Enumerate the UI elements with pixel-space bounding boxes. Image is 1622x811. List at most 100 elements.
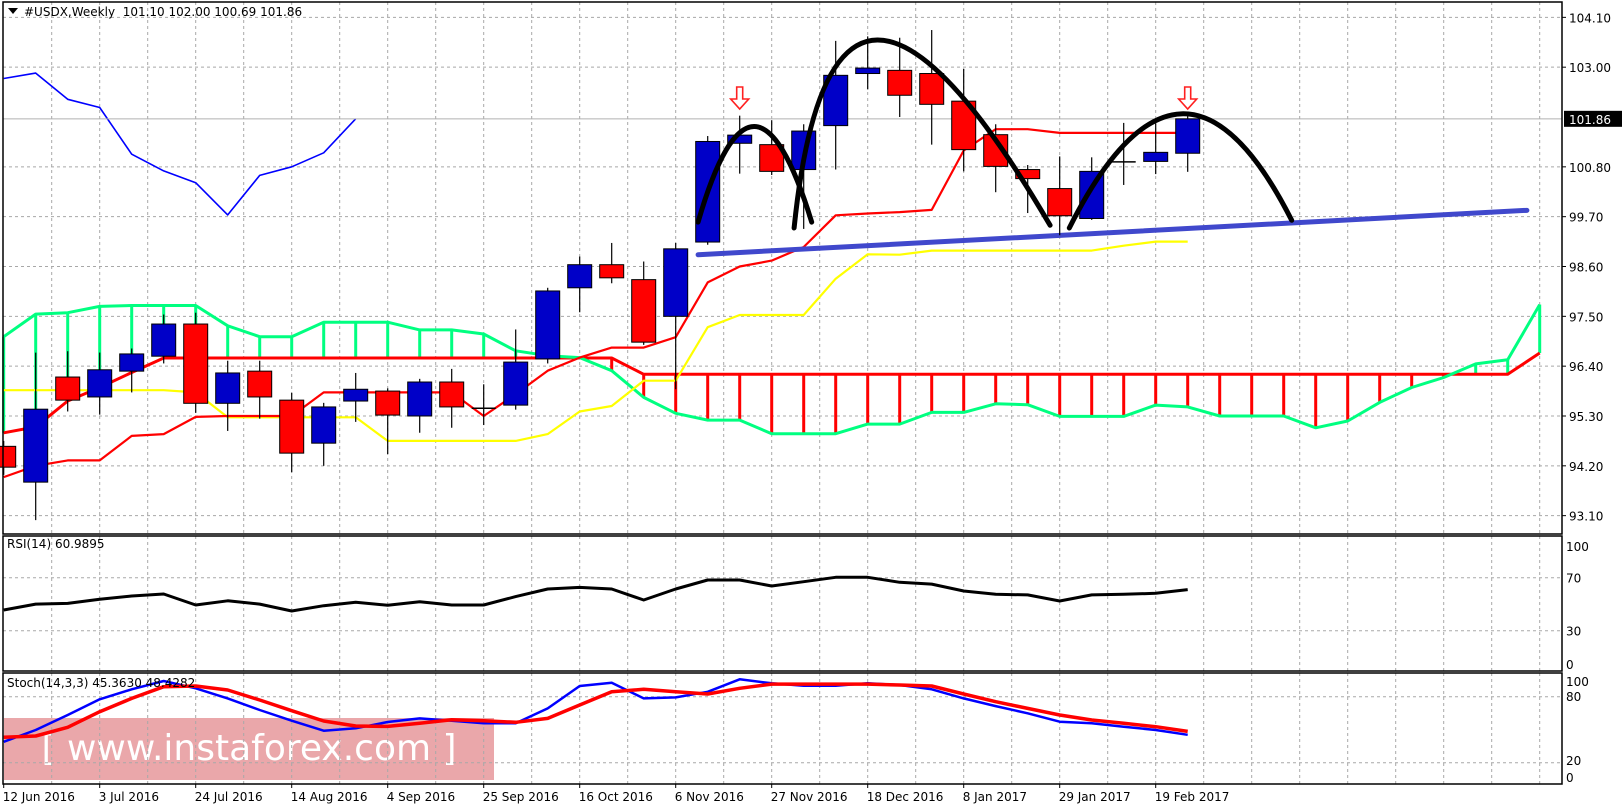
candle xyxy=(183,312,209,413)
stoch-label: Stoch(14,3,3) 45.3630 48.4282 xyxy=(7,676,196,690)
date-axis-label: 19 Feb 2017 xyxy=(1155,790,1230,804)
tenkan-line xyxy=(3,128,1188,479)
collapse-triangle-icon[interactable] xyxy=(8,8,18,14)
candle xyxy=(343,372,369,422)
symbol-label: #USDX,Weekly xyxy=(24,5,116,19)
candle-body-bear xyxy=(247,370,273,398)
candle xyxy=(1175,112,1201,172)
candle xyxy=(983,124,1009,193)
candle-body-bull xyxy=(535,290,561,360)
date-axis-label: 16 Oct 2016 xyxy=(579,790,653,804)
price-axis-label: 104.10 xyxy=(1569,11,1611,25)
candle-body-bear xyxy=(439,381,465,408)
stoch-k-line xyxy=(3,678,1188,743)
date-axis-label: 29 Jan 2017 xyxy=(1059,790,1131,804)
price-axis-label: 97.50 xyxy=(1569,310,1603,324)
candle xyxy=(119,348,145,393)
kijun-line xyxy=(3,240,1188,442)
candle-body-bull xyxy=(119,353,145,372)
price-axis-label: 95.30 xyxy=(1569,410,1603,424)
candle xyxy=(823,40,849,170)
chart-header: #USDX,Weekly 101.10 102.00 100.69 101.86 xyxy=(8,5,302,19)
rsi-panel xyxy=(2,535,1563,672)
stoch-axis-label: 20 xyxy=(1566,754,1581,768)
price-axis-label: 96.40 xyxy=(1569,360,1603,374)
candle-body-bear xyxy=(887,69,913,96)
candle xyxy=(919,30,945,145)
candle-body-bear xyxy=(279,399,305,454)
candle xyxy=(311,402,337,466)
date-axis-label: 4 Sep 2016 xyxy=(387,790,455,804)
candle xyxy=(247,360,273,419)
candle xyxy=(151,314,177,364)
date-axis-label: 8 Jan 2017 xyxy=(963,790,1027,804)
candle-body-bull xyxy=(503,361,529,406)
candle xyxy=(567,256,593,313)
candle xyxy=(855,36,881,90)
candle-body-bear xyxy=(183,323,209,404)
watermark: [ www.instaforex.com ] xyxy=(4,718,494,780)
candle-body-bull xyxy=(343,388,369,402)
rsi-axis-label: 100 xyxy=(1566,540,1589,554)
stoch-axis-label: 0 xyxy=(1566,771,1574,785)
date-axis-label: 24 Jul 2016 xyxy=(195,790,263,804)
stoch-axis-label: 100 xyxy=(1566,675,1589,689)
candle-body-bull xyxy=(855,67,881,75)
date-axis-label: 25 Sep 2016 xyxy=(483,790,559,804)
trendline xyxy=(695,207,1530,258)
candle xyxy=(439,368,465,428)
candle xyxy=(23,352,49,521)
candle xyxy=(471,384,496,426)
rsi-line xyxy=(3,575,1188,613)
candle xyxy=(1143,123,1169,175)
candle xyxy=(375,388,401,455)
rsi-axis-label: 30 xyxy=(1566,625,1581,639)
candle xyxy=(887,37,913,118)
candle xyxy=(407,378,433,433)
candle-body-bull xyxy=(663,248,689,317)
candle-body-bear xyxy=(1015,169,1041,180)
candle-body-bear xyxy=(631,279,657,343)
candle xyxy=(55,351,81,412)
pattern-arc xyxy=(1066,111,1295,231)
date-axis-label: 14 Aug 2016 xyxy=(291,790,368,804)
candle-body-bear xyxy=(759,144,785,172)
rsi-axis-label: 70 xyxy=(1566,572,1581,586)
date-axis-label: 12 Jun 2016 xyxy=(3,790,75,804)
price-panel xyxy=(2,1,1563,535)
price-axis-label: 98.60 xyxy=(1569,261,1603,275)
ohlc-values: 101.10 102.00 100.69 101.86 xyxy=(122,5,303,19)
current-price-label: 101.86 xyxy=(1569,113,1611,127)
date-axis-label: 6 Nov 2016 xyxy=(675,790,744,804)
date-axis-label: 27 Nov 2016 xyxy=(771,790,848,804)
current-price-badge xyxy=(1564,110,1622,127)
candle-body-bull xyxy=(1143,151,1169,162)
candle xyxy=(631,261,657,345)
candle-body-bull xyxy=(1175,118,1201,154)
price-axis-label: 99.70 xyxy=(1569,211,1603,225)
pattern-arc xyxy=(695,124,815,225)
price-axis-label: 94.20 xyxy=(1569,460,1603,474)
candle xyxy=(535,287,561,364)
candle xyxy=(503,329,529,410)
candle-body-bull xyxy=(151,323,177,357)
candle xyxy=(759,120,785,175)
candle xyxy=(1111,122,1136,185)
stoch-d-line xyxy=(3,682,1188,740)
candle-body-bull xyxy=(87,369,113,398)
stoch-panel xyxy=(2,672,1563,785)
candle-body-bear xyxy=(919,73,945,105)
candle-body-bear xyxy=(375,390,401,416)
senkou-span-red-line xyxy=(3,351,1541,435)
candle-body-bull xyxy=(215,372,241,404)
rsi-axis-label: 0 xyxy=(1566,658,1574,672)
candle xyxy=(215,360,241,431)
candle xyxy=(279,392,305,473)
candle-body-bull xyxy=(567,264,593,289)
candle-body-bull xyxy=(23,408,49,483)
candle xyxy=(1047,156,1073,236)
date-axis-label: 3 Jul 2016 xyxy=(99,790,159,804)
candle xyxy=(599,242,625,284)
candle-body-bull xyxy=(407,381,433,417)
